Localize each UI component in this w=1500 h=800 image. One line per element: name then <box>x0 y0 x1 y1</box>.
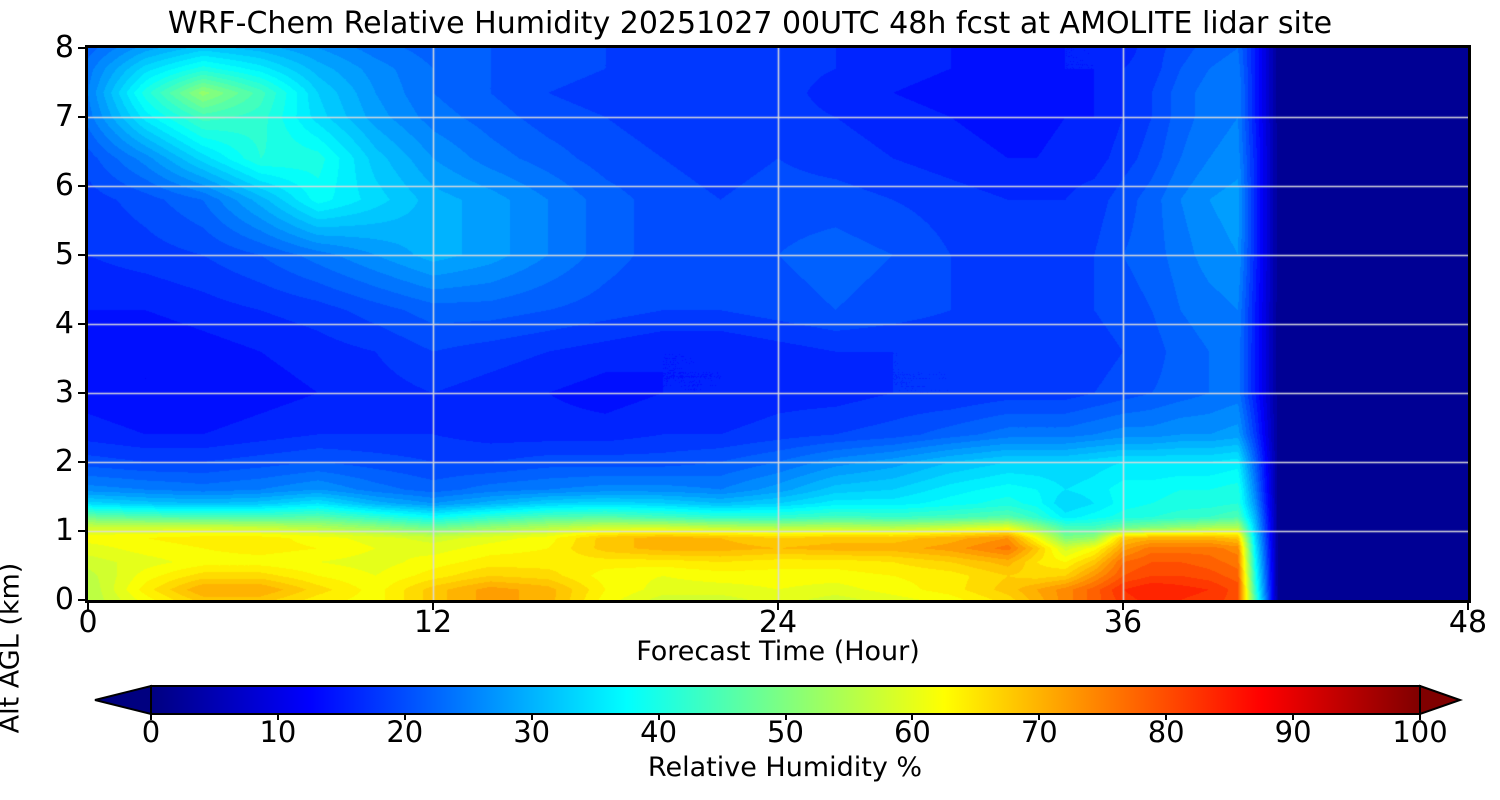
x-tick-mark <box>87 600 89 610</box>
colorbar-tick-mark <box>1292 713 1295 720</box>
plot-area <box>85 45 1471 603</box>
x-tick-label: 0 <box>78 605 98 640</box>
page-title: WRF-Chem Relative Humidity 20251027 00UT… <box>167 6 1333 41</box>
y-tick-label: 2 <box>54 444 74 479</box>
y-tick-label: 0 <box>54 582 74 617</box>
heatmap-canvas <box>88 48 1468 600</box>
x-tick-label: 48 <box>1448 605 1488 640</box>
y-tick-label: 8 <box>54 30 74 65</box>
y-tick-mark <box>78 530 88 532</box>
y-tick-label: 1 <box>54 513 74 548</box>
y-tick-mark <box>78 254 88 256</box>
y-tick-mark <box>78 323 88 325</box>
colorbar-gradient <box>150 685 1421 715</box>
x-tick-label: 36 <box>1103 605 1143 640</box>
x-tick-mark <box>1467 600 1469 610</box>
colorbar-over-arrow <box>1419 684 1464 716</box>
colorbar-tick-mark <box>1038 713 1041 720</box>
colorbar-tick-label: 50 <box>767 715 804 749</box>
y-tick-label: 4 <box>54 306 74 341</box>
y-tick-mark <box>78 392 88 394</box>
colorbar-under-arrow <box>94 684 152 716</box>
y-tick-label: 5 <box>54 237 74 272</box>
colorbar-label: Relative Humidity % <box>647 752 923 783</box>
x-tick-mark <box>777 600 779 610</box>
colorbar-tick-label: 60 <box>893 715 931 749</box>
x-axis-label: Forecast Time (Hour) <box>636 636 920 667</box>
colorbar-tick-label: 30 <box>513 715 551 749</box>
colorbar-tick-label: 40 <box>640 715 678 749</box>
y-tick-mark <box>78 599 88 601</box>
colorbar-tick-label: 90 <box>1274 715 1312 749</box>
y-tick-label: 3 <box>54 375 74 410</box>
colorbar-tick-mark <box>784 713 787 720</box>
x-tick-label: 24 <box>758 605 798 640</box>
colorbar-tick-label: 20 <box>386 715 424 749</box>
colorbar <box>94 684 1464 716</box>
y-tick-mark <box>78 185 88 187</box>
colorbar-tick-mark <box>403 713 406 720</box>
colorbar-tick-label: 10 <box>259 715 297 749</box>
colorbar-tick-mark <box>1165 713 1168 720</box>
y-tick-mark <box>78 116 88 118</box>
colorbar-tick-mark <box>657 713 660 720</box>
colorbar-tick-mark <box>911 713 914 720</box>
colorbar-tick-mark <box>150 713 152 720</box>
x-tick-label: 12 <box>413 605 453 640</box>
y-tick-label: 6 <box>54 168 74 203</box>
colorbar-tick-label: 100 <box>1392 715 1448 749</box>
colorbar-tick-mark <box>530 713 533 720</box>
x-tick-mark <box>1122 600 1124 610</box>
colorbar-tick-label: 80 <box>1147 715 1185 749</box>
y-axis-label: Alt AGL (km) <box>0 562 26 734</box>
y-tick-label: 7 <box>54 99 74 134</box>
colorbar-tick-mark <box>1419 713 1421 720</box>
colorbar-tick-label: 0 <box>141 715 161 749</box>
y-tick-mark <box>78 461 88 463</box>
x-tick-mark <box>432 600 434 610</box>
colorbar-tick-label: 70 <box>1020 715 1058 749</box>
colorbar-tick-mark <box>276 713 279 720</box>
y-tick-mark <box>78 47 88 49</box>
